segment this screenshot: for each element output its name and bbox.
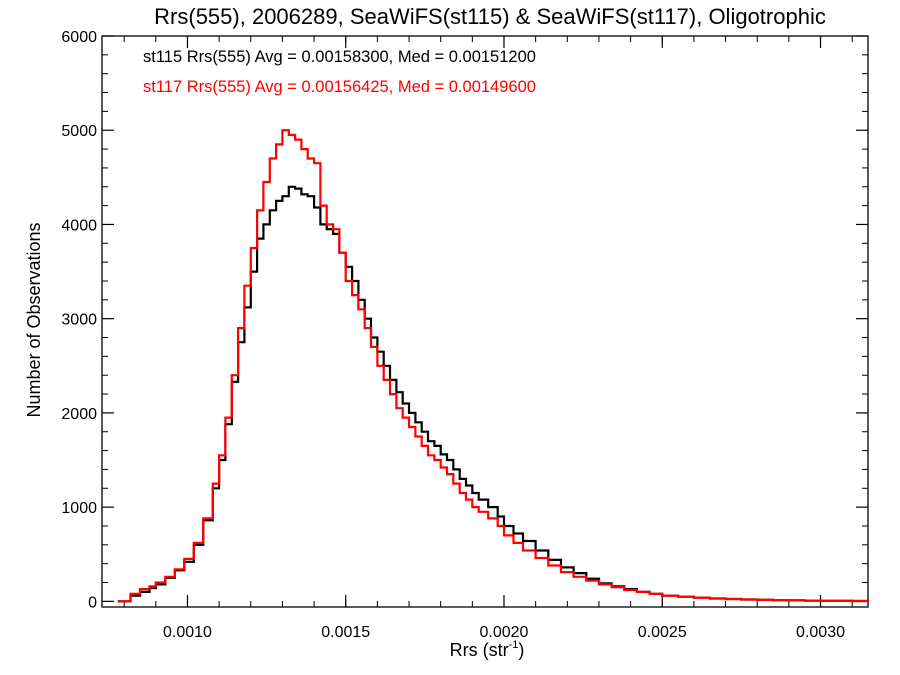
x-axis-label: Rrs (str-1) xyxy=(450,639,525,660)
plot-frame xyxy=(101,35,869,608)
y-tick-label: 6000 xyxy=(61,29,97,46)
series-st117-line xyxy=(117,129,870,603)
y-tick-label: 1000 xyxy=(61,500,97,517)
y-tick-label: 4000 xyxy=(61,217,97,234)
annotation-st115: st115 Rrs(555) Avg = 0.00158300, Med = 0… xyxy=(143,48,536,66)
x-tick-label: 0.0030 xyxy=(796,624,845,641)
x-axis-label-sup: -1 xyxy=(509,639,519,651)
y-axis-label: Number of Observations xyxy=(24,222,44,417)
y-tick-label: 2000 xyxy=(61,406,97,423)
x-axis-label-main: Rrs (str xyxy=(450,640,509,660)
chart-title: Rrs(555), 2006289, SeaWiFS(st115) & SeaW… xyxy=(154,4,826,29)
y-tick-label: 0 xyxy=(88,594,97,611)
y-tick-label: 3000 xyxy=(61,312,97,329)
x-tick-label: 0.0015 xyxy=(321,624,370,641)
y-tick-label: 5000 xyxy=(61,123,97,140)
x-tick-label: 0.0025 xyxy=(638,624,687,641)
series-st115-line xyxy=(117,185,870,603)
plot-border xyxy=(101,35,869,608)
annotation-st117: st117 Rrs(555) Avg = 0.00156425, Med = 0… xyxy=(143,78,536,96)
x-axis-label-suffix: ) xyxy=(518,640,524,660)
x-tick-label: 0.0010 xyxy=(163,624,212,641)
axis-ticks: 0.0010 0.0015 0.0020 0.0025 0.0030 0 1000 2000 3… xyxy=(61,29,868,641)
series-layer xyxy=(117,129,870,603)
x-tick-label: 0.0020 xyxy=(480,624,529,641)
